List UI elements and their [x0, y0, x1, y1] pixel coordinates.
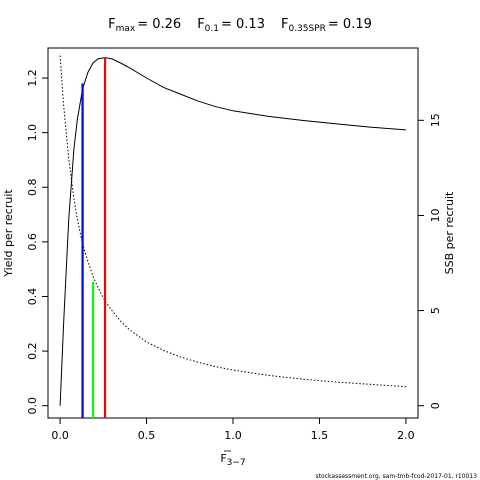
fmax-value: = 0.26 — [137, 17, 181, 32]
x-tick-label: 2.0 — [397, 429, 415, 442]
fspr-sub: 0.35SPR — [288, 24, 325, 34]
x-axis-title-sub: 3−7 — [227, 458, 246, 468]
f01-sub: 0.1 — [205, 24, 219, 34]
x-tick-label: 1.0 — [224, 429, 242, 442]
fspr-value: = 0.19 — [328, 17, 372, 32]
x-axis-title: F3−7 — [220, 452, 245, 468]
yield-per-recruit-line — [59, 57, 406, 406]
x-axis-title-main: F — [220, 452, 226, 465]
f01-label: F — [197, 17, 204, 32]
x-tick-label: 0.0 — [51, 429, 69, 442]
y-right-axis: 0 5 10 15 — [418, 113, 442, 409]
fmax-sub: max — [116, 24, 136, 34]
reference-lines — [81, 57, 107, 418]
x-axis: 0.0 0.5 1.0 1.5 2.0 — [51, 417, 415, 442]
y-left-tick-label: 0.0 — [26, 397, 39, 415]
y-left-tick-label: 1.2 — [26, 69, 39, 87]
plot-frame — [47, 47, 419, 419]
f01-value: = 0.13 — [221, 17, 265, 32]
y-right-tick-label: 15 — [429, 113, 442, 127]
fmax-label: F — [108, 17, 115, 32]
x-tick-label: 1.5 — [311, 429, 329, 442]
y-left-tick-label: 0.8 — [26, 179, 39, 197]
y-right-tick-label: 5 — [429, 307, 442, 314]
y-left-axis: 0.0 0.2 0.4 0.6 0.8 1.0 1.2 — [26, 69, 48, 414]
ssb-per-recruit-line — [59, 55, 406, 388]
y-left-tick-label: 0.4 — [26, 288, 39, 306]
footer-source: stockassessment.org, sam-tmb-fcod-2017-0… — [316, 473, 478, 480]
fspr-label: F — [281, 17, 288, 32]
y-left-tick-label: 0.2 — [26, 342, 39, 360]
series-layer — [59, 55, 406, 406]
y-right-tick-label: 10 — [429, 208, 442, 222]
chart-title: Fmax = 0.26 F0.1 = 0.13 F0.35SPR = 0.19 — [108, 17, 372, 34]
y-left-tick-label: 0.6 — [26, 233, 39, 251]
x-tick-label: 0.5 — [138, 429, 156, 442]
y-left-tick-label: 1.0 — [26, 124, 39, 142]
y-left-axis-title: Yield per recruit — [2, 189, 15, 278]
y-right-tick-label: 0 — [429, 402, 442, 409]
y-right-axis-title: SSB per recruit — [443, 191, 456, 274]
